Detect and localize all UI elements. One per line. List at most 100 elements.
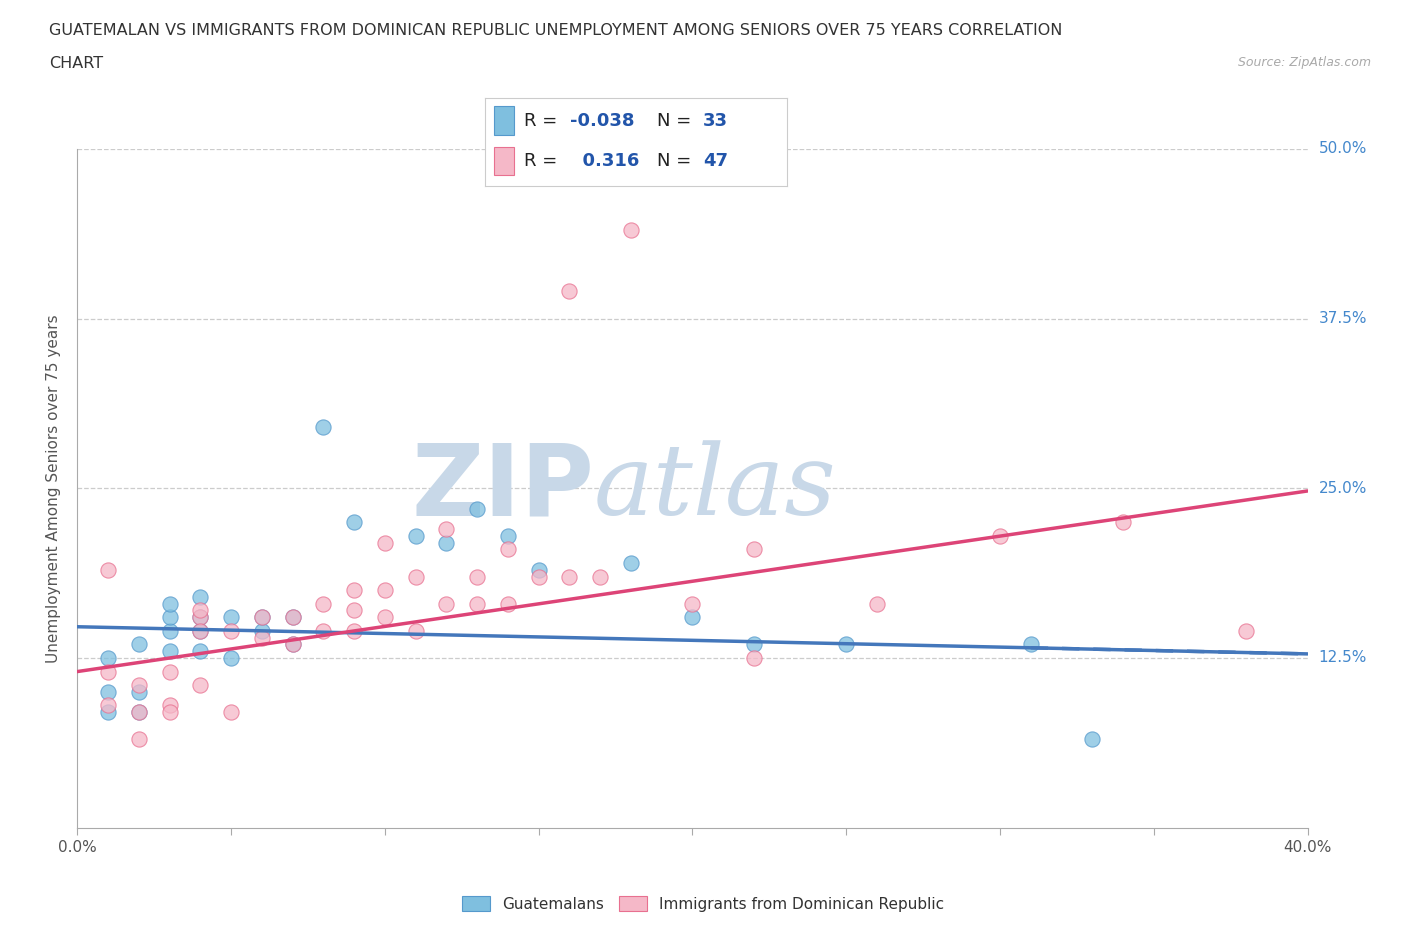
Point [496,542,519,557]
Point [188,623,212,638]
Point [128,732,150,747]
Point [188,610,212,625]
Point [159,644,181,658]
Point [97,664,120,679]
Y-axis label: Unemployment Among Seniors over 75 years: Unemployment Among Seniors over 75 years [46,314,62,662]
Point [159,664,181,679]
Point [374,610,396,625]
Text: N =: N = [658,112,697,129]
Text: ZIP: ZIP [411,440,595,537]
Point [159,705,181,720]
Legend: Guatemalans, Immigrants from Dominican Republic: Guatemalans, Immigrants from Dominican R… [456,890,950,918]
Point [281,637,304,652]
Point [835,637,858,652]
Point [405,623,427,638]
Point [742,651,765,666]
Point [527,563,550,578]
Point [188,678,212,693]
Point [312,596,335,611]
Point [343,515,366,530]
Point [988,528,1011,543]
Bar [494,106,513,135]
Point [128,637,150,652]
Point [219,610,242,625]
Point [558,284,581,299]
Point [343,603,366,618]
Point [128,705,150,720]
Text: atlas: atlas [595,441,837,536]
Point [219,623,242,638]
Point [312,623,335,638]
Point [219,651,242,666]
Point [405,569,427,584]
Point [436,535,458,550]
Point [159,623,181,638]
Text: -0.038: -0.038 [569,112,634,129]
Point [1112,515,1135,530]
Point [128,705,150,720]
Point [589,569,612,584]
Point [866,596,889,611]
Point [1234,623,1257,638]
Point [527,569,550,584]
Point [436,522,458,537]
Point [281,637,304,652]
Point [374,535,396,550]
Point [374,582,396,598]
Point [97,705,120,720]
Point [250,631,273,645]
Point [682,596,704,611]
Point [188,623,212,638]
Point [281,610,304,625]
Text: 33: 33 [703,112,728,129]
Point [465,596,488,611]
Point [97,698,120,713]
Point [128,678,150,693]
Text: 37.5%: 37.5% [1319,311,1367,326]
Text: CHART: CHART [49,56,103,71]
Text: 50.0%: 50.0% [1319,141,1367,156]
Point [1019,637,1042,652]
Point [682,610,704,625]
Point [465,501,488,516]
Point [312,419,335,434]
Point [250,610,273,625]
Text: 47: 47 [703,153,728,170]
Point [219,705,242,720]
Point [742,542,765,557]
Point [188,603,212,618]
Point [250,623,273,638]
Point [405,528,427,543]
Point [250,610,273,625]
Point [343,623,366,638]
Point [620,555,643,570]
Point [188,644,212,658]
Point [97,651,120,666]
Text: 0.316: 0.316 [569,153,640,170]
Point [159,610,181,625]
Text: Source: ZipAtlas.com: Source: ZipAtlas.com [1237,56,1371,69]
Point [620,223,643,238]
Point [496,596,519,611]
Point [436,596,458,611]
Point [742,637,765,652]
Text: N =: N = [658,153,697,170]
Text: R =: R = [524,112,564,129]
Point [97,563,120,578]
Point [188,610,212,625]
Point [558,569,581,584]
Point [496,528,519,543]
Point [281,610,304,625]
Point [128,684,150,699]
Text: 12.5%: 12.5% [1319,650,1367,666]
Point [343,582,366,598]
Text: 25.0%: 25.0% [1319,481,1367,496]
Bar [494,147,513,176]
Point [97,684,120,699]
Point [465,569,488,584]
Point [188,590,212,604]
Point [159,596,181,611]
Point [1081,732,1104,747]
Text: GUATEMALAN VS IMMIGRANTS FROM DOMINICAN REPUBLIC UNEMPLOYMENT AMONG SENIORS OVER: GUATEMALAN VS IMMIGRANTS FROM DOMINICAN … [49,23,1063,38]
Point [159,698,181,713]
